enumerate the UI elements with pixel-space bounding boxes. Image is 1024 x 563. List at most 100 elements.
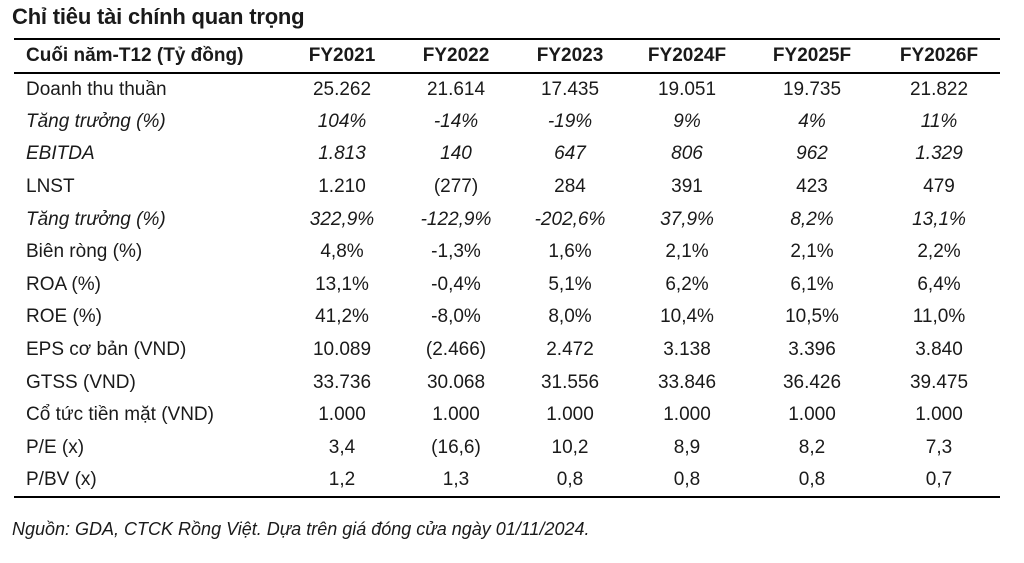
table-cell: 8,9 <box>673 436 701 458</box>
table-cell: 2,1% <box>665 241 709 263</box>
source-note: Nguồn: GDA, CTCK Rồng Việt. Dựa trên giá… <box>12 519 590 539</box>
table-cell: 9% <box>673 110 701 132</box>
table-row: Tăng trưởng (%) 104% -14% -19% 9% 4% 11% <box>14 106 1000 139</box>
table-cell: 2,2% <box>917 241 961 263</box>
table-cell: -1,3% <box>431 241 481 263</box>
table-cell: 479 <box>923 176 955 198</box>
page-title: Chỉ tiêu tài chính quan trọng <box>12 4 305 29</box>
table-cell: 21.822 <box>909 78 969 100</box>
table-cell: 1.000 <box>788 404 836 426</box>
table-cell: -0,4% <box>431 273 481 295</box>
row-label: EPS cơ bản (VND) <box>26 339 187 361</box>
table-row: P/E (x) 3,4 (16,6) 10,2 8,9 8,2 7,3 <box>14 432 1000 465</box>
row-label: P/BV (x) <box>14 464 284 498</box>
table-cell: 8,0% <box>548 306 592 328</box>
table-cell: 7,3 <box>925 436 953 458</box>
row-label: GTSS (VND) <box>26 371 136 393</box>
row-label: Biên ròng (%) <box>26 241 143 263</box>
table-row: GTSS (VND) 33.736 30.068 31.556 33.846 36.426… <box>14 366 1000 399</box>
table-cell: 37,9% <box>660 208 714 230</box>
row-label: Cổ tức tiền mặt (VND) <box>26 404 214 426</box>
table-cell: 19.735 <box>782 78 842 100</box>
table-cell: 647 <box>554 143 586 165</box>
table-cell: 806 <box>671 143 703 165</box>
table-cell: 1.000 <box>915 404 963 426</box>
table-row: ROE (%) 41,2% -8,0% 8,0% 10,4% 10,5% 11,0% <box>14 301 1000 334</box>
table-cell: 33.846 <box>657 371 717 393</box>
row-label: LNST <box>26 176 75 198</box>
table-cell: 10,2 <box>551 436 589 458</box>
table-cell: 41,2% <box>315 306 369 328</box>
table-row: EPS cơ bản (VND) 10.089 (2.466) 2.472 3.138 3… <box>14 334 1000 367</box>
table-cell: 1.000 <box>546 404 594 426</box>
table-cell: 1.813 <box>318 143 366 165</box>
table-header-row: Cuối năm-T12 (Tỷ đồng) FY2021 FY2022 FY2… <box>14 38 1000 74</box>
table-cell: 1,6% <box>548 241 592 263</box>
table-cell: -122,9% <box>420 208 492 230</box>
table-cell: 4% <box>798 110 826 132</box>
table-cell: 6,1% <box>790 273 834 295</box>
table-cell: 17.435 <box>540 78 600 100</box>
table-cell: 4,8% <box>320 241 364 263</box>
table-cell: 36.426 <box>782 371 842 393</box>
table-cell: 10.089 <box>312 339 372 361</box>
table-cell: 391 <box>671 176 703 198</box>
table-cell: 104% <box>317 110 367 132</box>
row-label: Doanh thu thuần <box>26 78 167 100</box>
table-cell: 1.000 <box>318 404 366 426</box>
table-cell: 3.396 <box>788 339 836 361</box>
table-cell: 11,0% <box>912 306 966 328</box>
table-cell: 3.840 <box>915 339 963 361</box>
table-row: P/BV (x) 1,2 1,3 0,8 0,8 0,8 0,7 <box>14 464 1000 498</box>
table-cell: 31.556 <box>540 371 600 393</box>
table-cell: 3.138 <box>663 339 711 361</box>
table-cell: 1.000 <box>432 404 480 426</box>
table-row: ROA (%) 13,1% -0,4% 5,1% 6,2% 6,1% 6,4% <box>14 269 1000 302</box>
table-cell: 6,4% <box>917 273 961 295</box>
row-label: Tăng trưởng (%) <box>26 208 166 230</box>
table-cell: (16,6) <box>431 436 481 458</box>
table-row: Biên ròng (%) 4,8% -1,3% 1,6% 2,1% 2,1% 2,2% <box>14 236 1000 269</box>
table-cell: -19% <box>547 110 593 132</box>
table-cell: -202,6% <box>534 208 606 230</box>
table-cell: 2.472 <box>546 339 594 361</box>
table-cell: 8,2% <box>790 208 834 230</box>
table-cell: -8,0% <box>431 306 481 328</box>
table-cell: -14% <box>433 110 479 132</box>
row-label: Tăng trưởng (%) <box>26 110 166 132</box>
table-cell: 1,2 <box>284 464 400 498</box>
table-row: Doanh thu thuần 25.262 21.614 17.435 19.051 1… <box>14 73 1000 106</box>
header-fy2023: FY2023 <box>512 38 628 74</box>
table-cell: 19.051 <box>657 78 717 100</box>
table-cell: 0,8 <box>512 464 628 498</box>
header-fy2022: FY2022 <box>400 38 512 74</box>
table-cell: 2,1% <box>790 241 834 263</box>
table-cell: 322,9% <box>309 208 375 230</box>
table-cell: 13,1% <box>912 208 966 230</box>
row-label: P/E (x) <box>26 436 85 458</box>
table-row: EBITDA 1.813 140 647 806 962 1.329 <box>14 138 1000 171</box>
table-cell: 423 <box>796 176 828 198</box>
table-cell: 5,1% <box>548 273 592 295</box>
table-cell: 0,7 <box>878 464 1000 498</box>
table-cell: 8,2 <box>798 436 826 458</box>
table-row: LNST 1.210 (277) 284 391 423 479 <box>14 171 1000 204</box>
table-cell: 39.475 <box>909 371 969 393</box>
table-row: Cổ tức tiền mặt (VND) 1.000 1.000 1.000 1.00… <box>14 399 1000 432</box>
header-fy2026f: FY2026F <box>878 38 1000 74</box>
table-cell: 0,8 <box>628 464 746 498</box>
table-cell: (2.466) <box>425 339 487 361</box>
table-cell: 11% <box>920 110 958 132</box>
table-body: Doanh thu thuần 25.262 21.614 17.435 19.051 1… <box>14 73 1000 498</box>
header-fy2021: FY2021 <box>284 38 400 74</box>
table-cell: 10,5% <box>785 306 839 328</box>
table-cell: 962 <box>796 143 828 165</box>
table-cell: 0,8 <box>746 464 878 498</box>
header-fy2025f: FY2025F <box>746 38 878 74</box>
table-cell: 3,4 <box>328 436 356 458</box>
table-cell: (277) <box>433 176 479 198</box>
financial-indicators-table: Cuối năm-T12 (Tỷ đồng) FY2021 FY2022 FY2… <box>14 38 1000 498</box>
table-cell: 1.210 <box>318 176 366 198</box>
table-cell: 30.068 <box>426 371 486 393</box>
table-cell: 25.262 <box>312 78 372 100</box>
